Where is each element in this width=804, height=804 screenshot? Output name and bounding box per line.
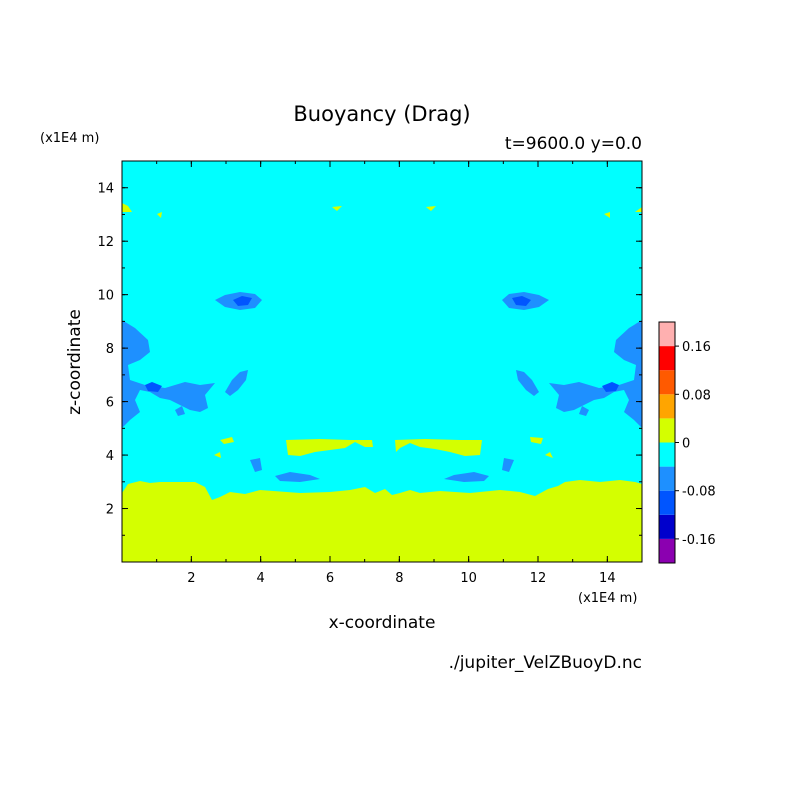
contour-positive-band-right [395, 439, 482, 456]
colorbar-swatch [659, 370, 675, 395]
colorbar-swatch [659, 346, 675, 371]
colorbar-swatch [659, 538, 675, 563]
x-tick-label: 6 [326, 571, 334, 586]
y-tick-label: 12 [97, 235, 114, 250]
x-axis-ticks: 2 4 6 8 10 12 14 [156, 161, 616, 586]
colorbar-label: 0.08 [682, 388, 711, 403]
x-tick-label: 8 [395, 571, 403, 586]
contour-negative-medium [122, 292, 642, 482]
colorbar-label: -0.16 [682, 533, 716, 548]
contour-positive-small-1 [220, 437, 234, 444]
y-tick-label: 8 [106, 342, 114, 357]
chart-title: Buoyancy (Drag) [293, 102, 470, 126]
contour-positive-speck-4 [426, 206, 436, 211]
y-tick-label: 10 [97, 289, 114, 304]
contour-positive-small-2 [530, 437, 543, 444]
contour-positive-lower [122, 480, 642, 562]
contour-positive-small-3 [545, 452, 553, 458]
colorbar-label: -0.08 [682, 485, 716, 500]
y-axis-ticks: 2 4 6 8 10 12 14 [97, 182, 642, 536]
contour-positive-speck-6 [635, 207, 642, 212]
contour-positive-speck-5 [604, 212, 610, 218]
y-tick-label: 14 [97, 182, 114, 197]
source-file-label: ./jupiter_VelZBuoyD.nc [449, 653, 642, 673]
colorbar-swatch [659, 394, 675, 419]
colorbar-swatch [659, 514, 675, 539]
colorbar-swatch [659, 418, 675, 443]
x-tick-label: 10 [460, 571, 477, 586]
colorbar-label: 0 [682, 437, 690, 452]
colorbar-swatch [659, 442, 675, 467]
x-tick-label: 4 [257, 571, 265, 586]
contour-field [122, 161, 642, 562]
contour-positive-speck-3 [332, 206, 342, 211]
x-tick-label: 12 [530, 571, 547, 586]
chart-subtitle: t=9600.0 y=0.0 [505, 134, 642, 154]
colorbar-swatch [659, 322, 675, 347]
contour-negative-strong [145, 296, 619, 392]
y-tick-label: 6 [106, 396, 114, 411]
contour-positive-band-left [286, 439, 373, 456]
colorbar-label: 0.16 [682, 340, 711, 355]
x-tick-label: 2 [187, 571, 195, 586]
contour-positive-speck-1 [122, 203, 132, 212]
colorbar: 0.16 0.08 0 -0.08 -0.16 [658, 321, 716, 564]
x-axis-label: x-coordinate [329, 613, 436, 633]
colorbar-swatch [659, 466, 675, 491]
contour-positive-small-4 [214, 452, 221, 458]
y-tick-label: 2 [106, 503, 114, 518]
y-tick-label: 4 [106, 449, 114, 464]
contour-positive-speck-2 [157, 212, 162, 218]
x-tick-label: 14 [599, 571, 616, 586]
y-units-label: (x1E4 m) [40, 131, 99, 146]
colorbar-swatch [659, 490, 675, 515]
plot-frame [121, 160, 643, 563]
x-units-label: (x1E4 m) [578, 591, 637, 606]
y-axis-label: z-coordinate [65, 309, 85, 415]
